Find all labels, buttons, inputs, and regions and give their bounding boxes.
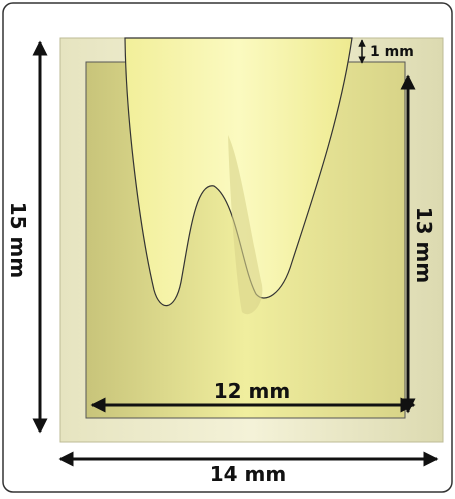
outer-height-label: 15 mm xyxy=(6,202,30,278)
root-shadow xyxy=(228,135,263,315)
outer-width-label: 14 mm xyxy=(210,462,286,486)
top-gap-label: 1 mm xyxy=(370,44,414,60)
inner-height-label: 13 mm xyxy=(412,207,436,283)
inner-width-label: 12 mm xyxy=(214,379,290,403)
